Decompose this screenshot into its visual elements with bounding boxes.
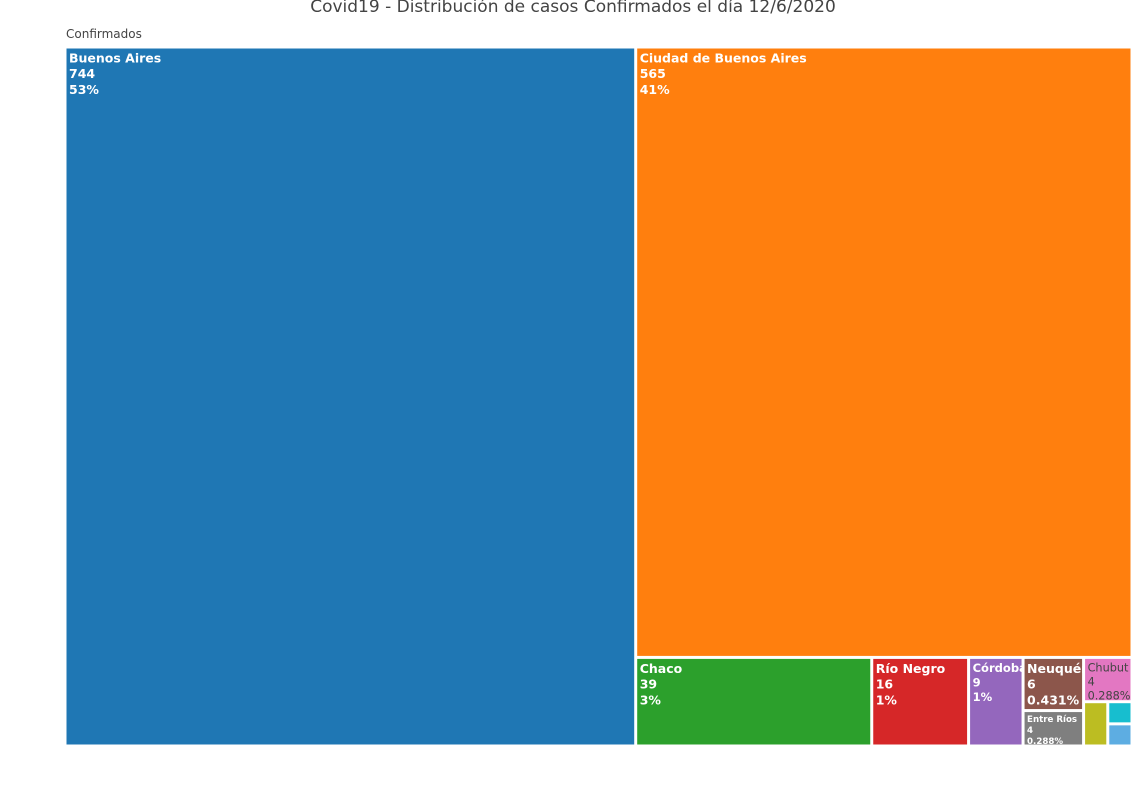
tile-value: 565 — [640, 66, 666, 81]
tile-value: 39 — [640, 677, 657, 692]
tile-value: 4 — [1088, 675, 1095, 688]
tile-label: Córdoba — [973, 661, 1027, 675]
tile-percent: 0.288% — [1088, 690, 1131, 703]
tile — [1109, 725, 1131, 745]
tile — [970, 658, 1022, 745]
tile-label: Río Negro — [876, 661, 946, 676]
tile — [1085, 658, 1131, 701]
tile — [66, 48, 635, 745]
tile-percent: 53% — [69, 82, 99, 97]
tile — [873, 658, 968, 745]
tile-value: 16 — [876, 677, 894, 692]
tile-percent: 0.431% — [1027, 692, 1080, 707]
tile-label: Neuquén — [1027, 661, 1090, 676]
tile-percent: 0.288% — [1027, 737, 1063, 747]
tile-value: 744 — [69, 66, 95, 81]
tile-label: Buenos Aires — [69, 51, 161, 66]
tile-label: Entre Ríos — [1027, 715, 1077, 725]
tile-percent: 1% — [876, 692, 898, 707]
tile-label: Ciudad de Buenos Aires — [640, 51, 807, 66]
tile-percent: 3% — [640, 692, 662, 707]
root-label: Confirmados — [66, 27, 142, 41]
tile — [1085, 703, 1107, 745]
tile — [637, 658, 871, 745]
tile — [1024, 712, 1083, 745]
tile-percent: 1% — [973, 690, 993, 704]
tile — [637, 48, 1131, 656]
tile-label: Chubut — [1088, 661, 1129, 674]
tile-value: 6 — [1027, 677, 1036, 692]
tile — [1024, 658, 1083, 710]
tile-percent: 41% — [640, 82, 670, 97]
tile-value: 9 — [973, 676, 981, 690]
tile-value: 4 — [1027, 726, 1033, 736]
tile-label: Chaco — [640, 661, 683, 676]
chart-title: Covid19 - Distribución de casos Confirma… — [310, 0, 836, 17]
tile — [1109, 703, 1131, 723]
